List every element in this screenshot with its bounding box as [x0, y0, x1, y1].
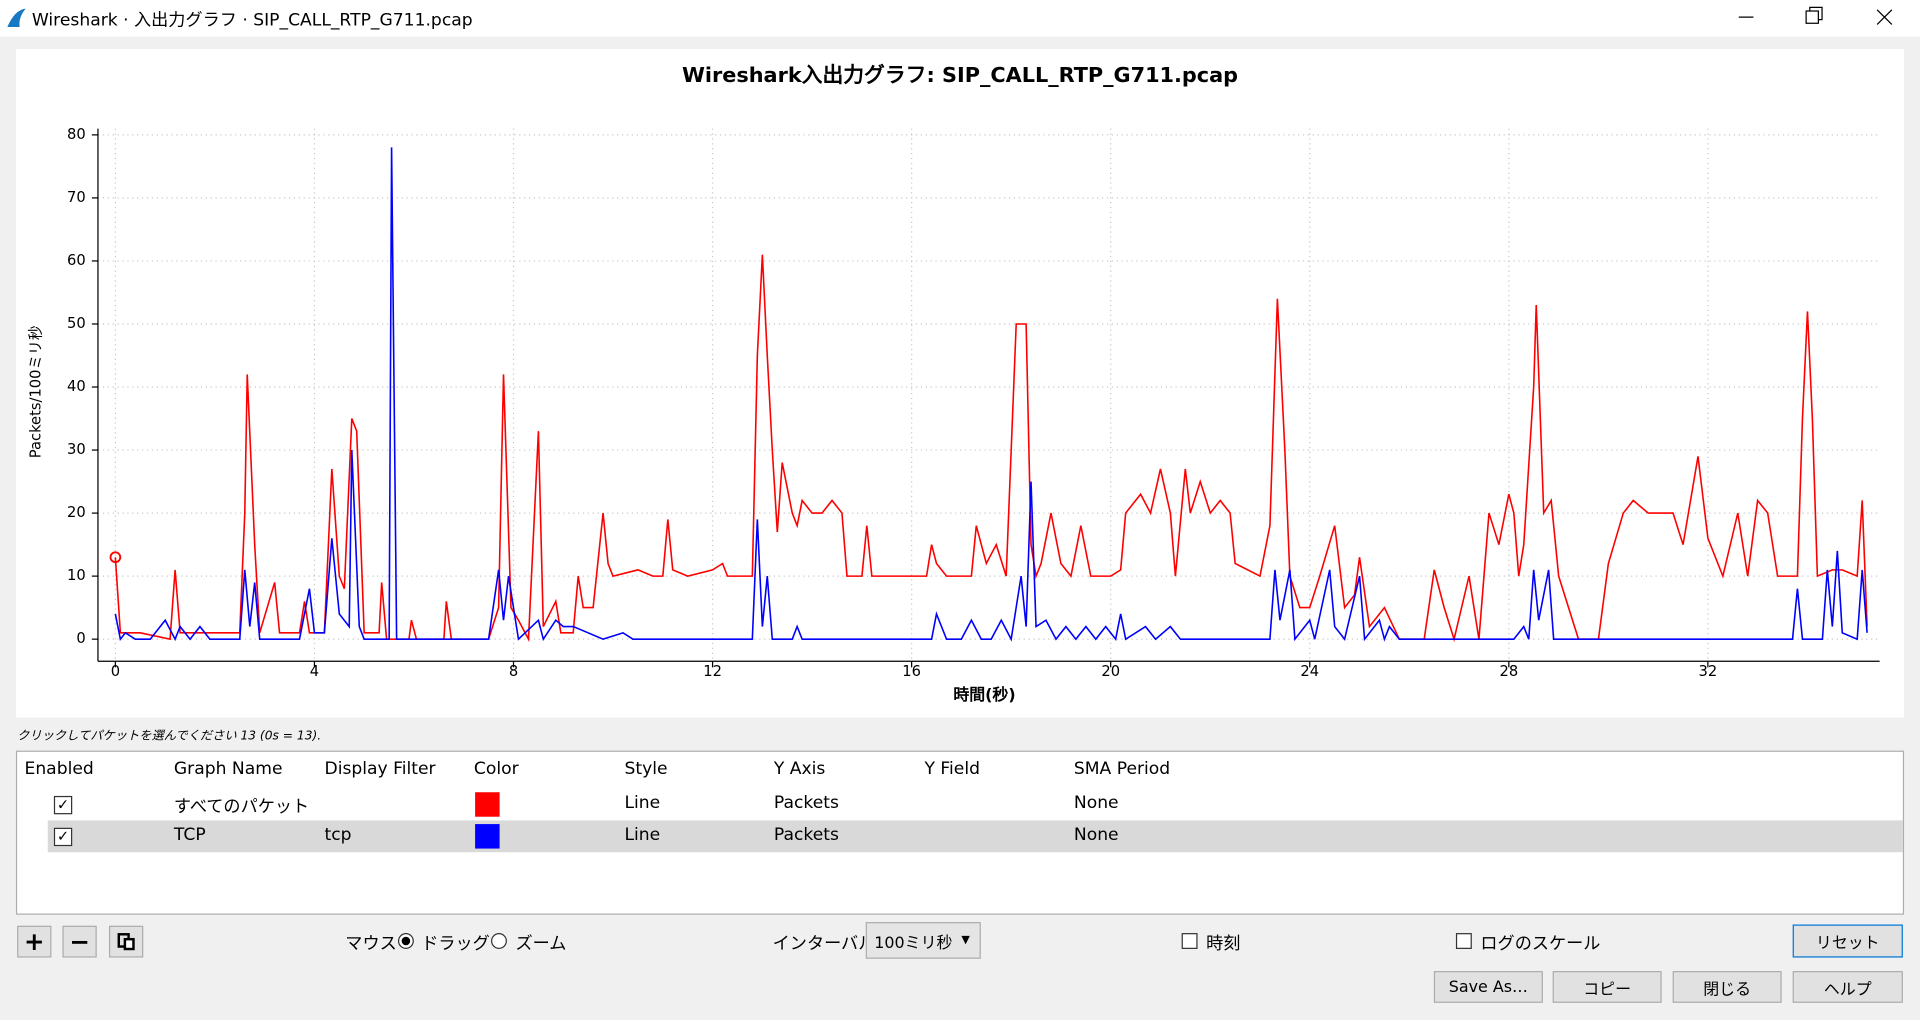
x-tick-label: 32 — [1699, 663, 1718, 680]
x-tick-label: 16 — [902, 663, 921, 680]
app-icon — [7, 8, 26, 27]
y-axis-label: Packets/100ミリ秒 — [28, 325, 45, 458]
series-line — [114, 254, 1868, 643]
series-line — [114, 147, 1868, 642]
column-header: Color — [473, 759, 519, 779]
y-tick-label: 0 — [76, 630, 85, 647]
graph-name: すべてのパケット — [173, 797, 310, 817]
y-axis: Packets — [773, 793, 839, 814]
title-bar: Wireshark · 入出力グラフ · SIP_CALL_RTP_G711.p… — [0, 0, 1920, 37]
x-axis-label: 時間(秒) — [953, 685, 1015, 704]
log-scale-label: ログのスケール — [1480, 934, 1601, 954]
selected-point — [109, 551, 122, 564]
y-tick-label: 80 — [67, 126, 86, 143]
help-button[interactable]: ヘルプ — [1792, 971, 1903, 1003]
remove-graph-button[interactable]: − — [62, 925, 97, 958]
x-tick-label: 0 — [111, 663, 120, 680]
style: Line — [624, 825, 661, 845]
copy-graph-button[interactable] — [108, 925, 144, 958]
copy-button[interactable]: コピー — [1552, 971, 1662, 1003]
x-tick-label: 24 — [1300, 663, 1319, 680]
y-tick-label: 60 — [67, 252, 86, 269]
window-title: Wireshark · 入出力グラフ · SIP_CALL_RTP_G711.p… — [31, 11, 473, 31]
y-axis: Packets — [773, 825, 839, 845]
sma-period: None — [1073, 793, 1119, 814]
interval-label: インターバル — [772, 934, 876, 954]
status-text: クリックしてパケットを選んでください 13 (0s = 13). — [17, 729, 322, 744]
column-header: Display Filter — [324, 759, 436, 779]
mouse-mode-label: ドラッグ — [421, 934, 490, 954]
y-tick-label: 20 — [67, 504, 86, 521]
column-header: Enabled — [24, 759, 94, 779]
graph-name: TCP — [173, 825, 206, 845]
style: Line — [624, 793, 661, 814]
column-header: Graph Name — [173, 759, 283, 779]
chart[interactable]: Wireshark入出力グラフ: SIP_CALL_RTP_G711.pcap … — [0, 0, 1920, 722]
y-tick-label: 50 — [67, 315, 86, 332]
y-tick-label: 30 — [67, 441, 86, 458]
display-filter: tcp — [324, 825, 352, 845]
enabled-checkbox[interactable]: ✓ — [53, 795, 73, 815]
time-of-day-checkbox[interactable] — [1181, 933, 1198, 949]
color-swatch — [475, 792, 500, 817]
graph-table: Enabled Graph Name Display Filter Color Styl… — [15, 750, 1905, 915]
log-scale-checkbox[interactable] — [1455, 933, 1472, 949]
table-row[interactable]: ✓ すべてのパケット Line Packets None — [48, 789, 1903, 821]
mouse-mode-radio[interactable] — [397, 933, 414, 949]
x-tick-label: 20 — [1101, 663, 1120, 680]
column-header: Y Field — [924, 759, 980, 779]
interval-combo[interactable]: 100ミリ秒 ▼ — [865, 922, 981, 959]
close-button[interactable]: 閉じる — [1672, 971, 1782, 1003]
mouse-label: マウス — [345, 934, 397, 954]
x-tick-label: 12 — [703, 663, 722, 680]
table-row[interactable]: ✓ TCP tcp Line Packets None — [47, 820, 1903, 853]
chart-background — [15, 48, 1905, 718]
save-as-button[interactable]: Save As… — [1433, 971, 1543, 1003]
x-tick-label: 28 — [1499, 663, 1518, 680]
color-swatch — [475, 824, 500, 849]
enabled-checkbox[interactable]: ✓ — [53, 827, 73, 847]
column-header: Style — [624, 759, 668, 779]
y-tick-label: 10 — [67, 567, 86, 584]
sma-period: None — [1073, 825, 1119, 845]
time-of-day-label: 時刻 — [1206, 934, 1241, 954]
mouse-mode-label: ズーム — [515, 934, 567, 954]
column-header: Y Axis — [773, 759, 826, 779]
y-tick-label: 70 — [67, 189, 86, 206]
x-tick-label: 4 — [310, 663, 319, 680]
window-buttons[interactable] — [1714, 0, 1920, 37]
y-tick-label: 40 — [67, 378, 86, 395]
reset-button[interactable]: リセット — [1792, 924, 1903, 958]
column-header: SMA Period — [1073, 759, 1171, 779]
x-tick-label: 8 — [509, 663, 518, 680]
add-graph-button[interactable]: + — [17, 925, 52, 958]
chart-title: Wireshark入出力グラフ: SIP_CALL_RTP_G711.pcap — [682, 63, 1238, 87]
mouse-mode-radio[interactable] — [491, 933, 507, 949]
interval-value: 100ミリ秒 — [874, 933, 953, 953]
